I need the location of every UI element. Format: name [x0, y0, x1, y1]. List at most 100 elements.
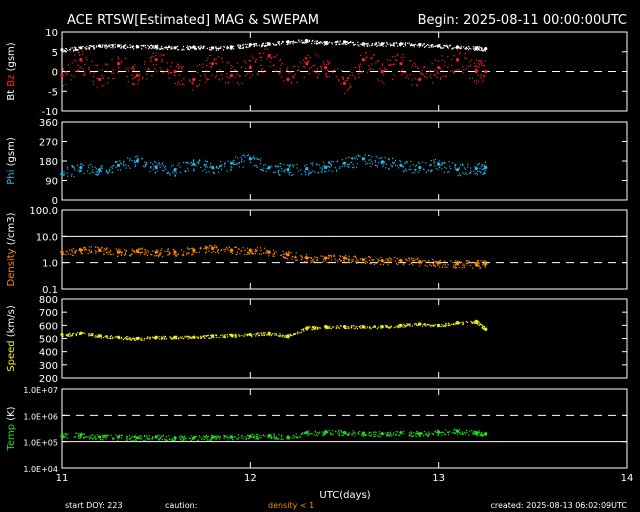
phi-scatter-dot: [92, 171, 95, 174]
temp-scatter-dot: [335, 430, 337, 433]
mag-scatter-dot: [215, 62, 217, 64]
density-scatter-dot: [479, 267, 481, 269]
phi-scatter-dot: [477, 163, 479, 165]
temp-point-temp: [380, 432, 384, 436]
density-scatter-dot: [316, 259, 318, 261]
density-scatter-dot: [477, 264, 479, 266]
phi-scatter-dot: [323, 164, 326, 166]
density-scatter-dot: [386, 260, 388, 262]
speed-scatter-dot: [326, 327, 328, 329]
mag-scatter-dot: [421, 45, 424, 47]
speed-scatter-dot: [363, 327, 365, 329]
phi-scatter-dot: [283, 170, 285, 172]
temp-scatter-dot: [82, 433, 84, 435]
density-scatter-dot: [94, 246, 97, 248]
phi-scatter-dot: [196, 161, 198, 163]
phi-point-phi: [342, 161, 347, 165]
phi-scatter-dot: [479, 167, 481, 169]
mag-scatter-dot: [352, 42, 354, 44]
temp-scatter-dot: [132, 435, 134, 438]
mag-scatter-dot: [484, 50, 486, 52]
phi-scatter-dot: [288, 174, 291, 176]
temp-scatter-dot: [440, 432, 442, 434]
mag-scatter-dot: [112, 78, 114, 80]
phi-scatter-dot: [223, 165, 225, 168]
speed-scatter-dot: [141, 337, 143, 339]
temp-scatter-dot: [217, 435, 219, 437]
speed-point-speed: [342, 325, 347, 329]
temp-scatter-dot: [104, 436, 106, 438]
speed-scatter-dot: [325, 327, 327, 329]
phi-scatter-dot: [307, 174, 310, 176]
mag-scatter-dot: [307, 60, 309, 62]
phi-scatter-dot: [117, 169, 119, 171]
phi-point-phi: [455, 168, 460, 172]
speed-scatter-dot: [235, 336, 237, 338]
density-scatter-dot: [384, 259, 386, 261]
phi-scatter-dot: [311, 164, 314, 166]
speed-scatter-dot: [344, 327, 347, 330]
density-scatter-dot: [188, 253, 190, 255]
phi-scatter-dot: [437, 169, 439, 171]
mag-scatter-dot: [405, 76, 407, 78]
temp-point-temp: [79, 433, 83, 437]
density-point-density: [399, 258, 403, 263]
mag-scatter-dot: [170, 47, 172, 50]
mag-scatter-dot: [104, 63, 106, 65]
mag-scatter-dot: [209, 49, 211, 51]
temp-scatter-dot: [389, 435, 391, 437]
mag-scatter-dot: [460, 45, 462, 47]
mag-scatter-dot: [131, 45, 133, 48]
temp-scatter-dot: [251, 433, 253, 435]
mag-scatter-dot: [424, 45, 426, 47]
phi-scatter-dot: [431, 169, 433, 171]
mag-scatter-dot: [341, 76, 343, 78]
mag-scatter-dot: [307, 41, 309, 44]
mag-scatter-dot: [177, 81, 179, 84]
density-point-density: [455, 262, 460, 266]
density-scatter-dot: [373, 259, 375, 261]
temp-scatter-dot: [165, 439, 167, 442]
density-scatter-dot: [475, 265, 477, 267]
speed-scatter-dot: [457, 322, 460, 325]
density-scatter-dot: [408, 263, 410, 265]
mag-scatter-dot: [299, 41, 301, 43]
mag-scatter-dot: [455, 69, 457, 71]
mag-scatter-dot: [218, 79, 221, 81]
mag-scatter-dot: [409, 60, 411, 62]
mag-scatter-dot: [338, 80, 340, 82]
mag-scatter-dot: [311, 43, 313, 45]
temp-scatter-dot: [447, 434, 450, 436]
density-scatter-dot: [328, 254, 330, 256]
density-scatter-dot: [237, 248, 239, 250]
phi-scatter-dot: [233, 163, 235, 165]
speed-ytick-label: 800: [39, 295, 58, 306]
density-scatter-dot: [193, 248, 196, 251]
phi-scatter-dot: [390, 164, 392, 166]
temp-scatter-dot: [274, 438, 277, 440]
density-scatter-dot: [180, 249, 183, 251]
speed-scatter-dot: [442, 326, 444, 328]
mag-scatter-dot: [321, 42, 324, 44]
temp-scatter-dot: [182, 439, 184, 442]
phi-scatter-dot: [439, 166, 441, 169]
phi-scatter-dot: [385, 163, 388, 165]
density-scatter-dot: [83, 246, 85, 249]
mag-scatter-dot: [159, 55, 161, 57]
mag-scatter-dot: [101, 46, 103, 49]
density-scatter-dot: [129, 254, 131, 256]
density-scatter-dot: [115, 248, 117, 250]
mag-scatter-dot: [458, 53, 461, 55]
mag-scatter-dot: [258, 53, 260, 55]
mag-scatter-dot: [354, 78, 356, 80]
phi-scatter-dot: [101, 167, 103, 169]
mag-scatter-dot: [286, 68, 288, 71]
temp-ytick-label: 1.0E+04: [23, 465, 58, 474]
speed-scatter-dot: [477, 320, 479, 322]
mag-scatter-dot: [335, 76, 338, 78]
temp-scatter-dot: [103, 434, 106, 437]
phi-point-phi: [380, 160, 384, 164]
temp-scatter-dot: [317, 433, 320, 435]
mag-scatter-dot: [117, 72, 119, 74]
temp-scatter-dot: [442, 431, 445, 433]
